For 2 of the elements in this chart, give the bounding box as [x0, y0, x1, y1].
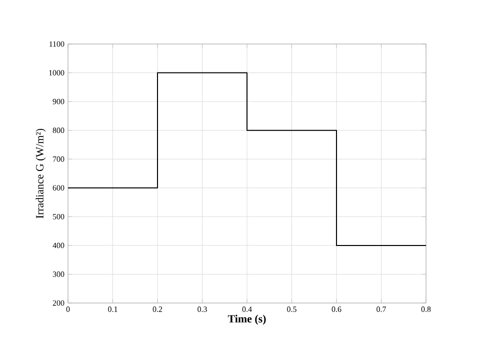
x-axis-title: Time (s)	[228, 314, 266, 325]
y-axis-title: Irradiance G (W/m²)	[36, 128, 46, 218]
